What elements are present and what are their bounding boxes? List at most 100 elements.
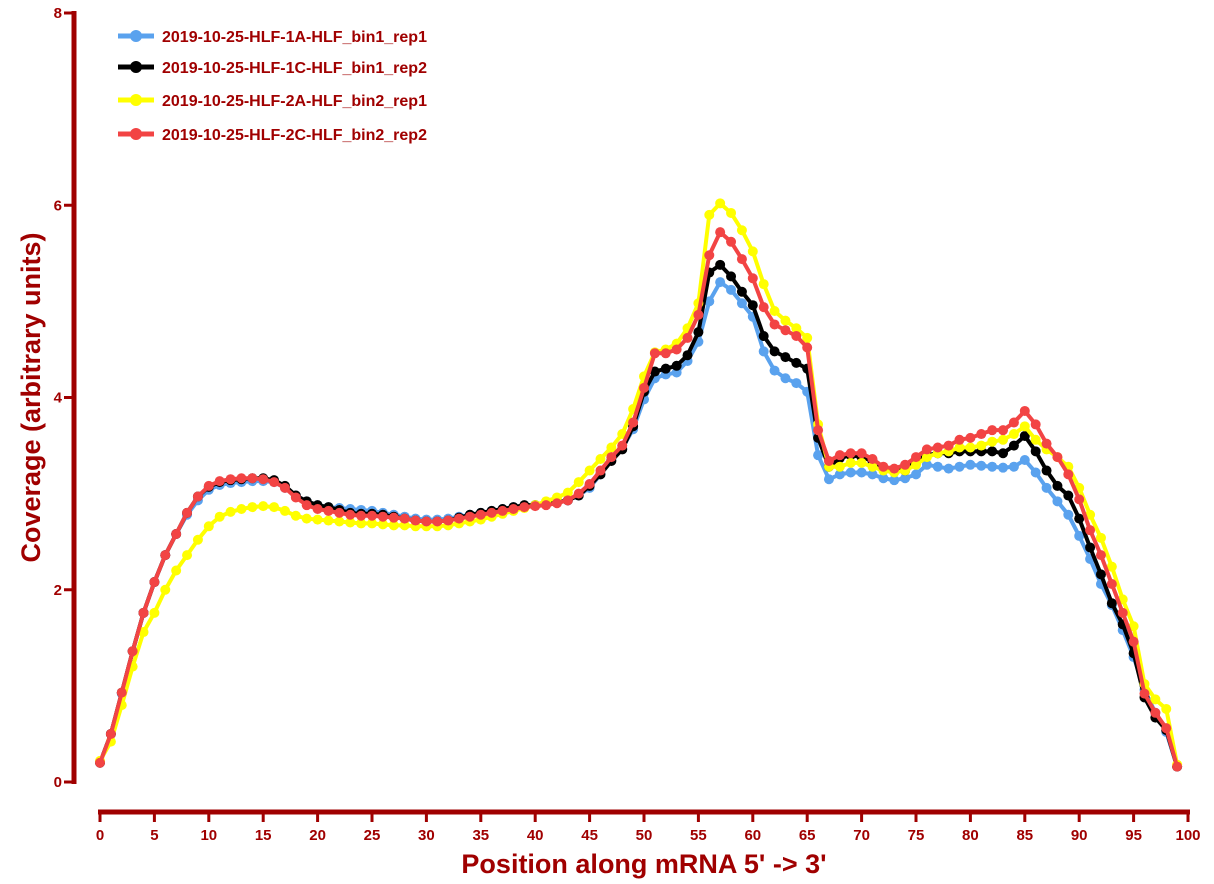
data-point (834, 469, 845, 480)
data-point (345, 509, 356, 520)
data-point (149, 577, 160, 588)
data-point (693, 309, 704, 320)
data-point (584, 465, 595, 476)
x-tick-label: 25 (364, 827, 381, 844)
data-point (715, 259, 726, 270)
data-point (138, 607, 149, 618)
data-point (1085, 525, 1096, 536)
data-point (639, 382, 649, 393)
data-point (900, 473, 911, 484)
data-point (823, 455, 834, 466)
data-point (954, 461, 965, 472)
data-point (1074, 513, 1085, 524)
data-point (965, 442, 976, 453)
data-point (1095, 550, 1106, 561)
data-point (1019, 430, 1030, 441)
data-point (443, 515, 454, 526)
data-point (932, 442, 943, 453)
data-point (747, 273, 758, 284)
data-point (214, 511, 225, 522)
data-point (943, 463, 954, 474)
data-point (715, 277, 726, 288)
data-point (269, 477, 280, 488)
x-tick-label: 70 (853, 827, 870, 844)
data-point (1161, 703, 1172, 714)
data-point (192, 534, 203, 545)
x-tick-label: 80 (962, 827, 979, 844)
data-point (921, 444, 932, 455)
data-point (791, 323, 802, 334)
data-point (562, 487, 573, 498)
data-point (780, 373, 791, 384)
data-point (345, 517, 356, 528)
data-point (791, 330, 802, 341)
data-point (160, 584, 171, 595)
data-point (388, 520, 399, 531)
data-point (1063, 490, 1074, 501)
data-point (1150, 694, 1161, 705)
data-point (356, 510, 367, 521)
y-axis-title: Coverage (arbitrary units) (16, 232, 46, 562)
legend-swatch-marker (130, 61, 142, 73)
data-point (421, 516, 432, 527)
y-tick-label: 2 (54, 582, 62, 599)
x-ticks: 0 5 10 15 20 25 30 35 40 45 50 55 60 65 70 75 80 85 90 95 10… (96, 812, 1201, 844)
data-point (726, 207, 737, 218)
data-point (1106, 578, 1117, 589)
data-point (878, 461, 889, 472)
data-point (214, 476, 225, 487)
data-point (976, 440, 987, 451)
data-point (747, 246, 758, 257)
x-tick-label: 55 (690, 827, 707, 844)
data-point (454, 513, 465, 524)
data-point (1041, 482, 1052, 493)
data-point (715, 227, 726, 238)
data-point (943, 440, 954, 451)
data-point (704, 296, 715, 307)
data-point (573, 488, 584, 499)
data-point (998, 425, 1009, 436)
data-point (671, 344, 682, 355)
series-layer (95, 198, 1183, 772)
data-point (802, 332, 813, 343)
x-tick-label: 85 (1016, 827, 1033, 844)
data-point (900, 459, 911, 470)
data-point (769, 319, 780, 330)
legend-label: 2019-10-25-HLF-2C-HLF_bin2_rep2 (162, 127, 427, 144)
data-point (867, 461, 878, 472)
data-point (1052, 452, 1063, 463)
data-point (1150, 707, 1161, 718)
data-point (769, 346, 780, 357)
data-point (497, 505, 508, 516)
data-point (1128, 636, 1139, 647)
data-point (660, 363, 671, 374)
data-point (1095, 569, 1106, 580)
y-tick-label: 4 (54, 390, 63, 407)
data-point (911, 452, 921, 463)
x-tick-label: 65 (799, 827, 816, 844)
data-point (693, 327, 704, 338)
data-point (182, 507, 193, 518)
x-tick-label: 0 (96, 827, 104, 844)
data-point (769, 365, 780, 376)
data-point (475, 509, 486, 520)
data-point (889, 475, 900, 486)
data-point (1030, 467, 1041, 478)
data-point (889, 463, 900, 474)
data-point (399, 513, 410, 524)
legend-swatch-marker (130, 94, 142, 106)
data-point (1030, 434, 1041, 445)
data-point (845, 457, 856, 468)
legend: 2019-10-25-HLF-1A-HLF_bin1_rep1 2019-10-2… (118, 29, 427, 144)
data-point (791, 357, 802, 368)
data-point (1019, 454, 1030, 465)
data-point (660, 348, 671, 359)
data-point (628, 417, 639, 428)
data-point (954, 442, 965, 453)
data-point (105, 728, 116, 739)
y-ticks: 0 2 4 6 8 (54, 5, 74, 791)
data-point (1063, 509, 1074, 520)
data-point (780, 325, 791, 336)
